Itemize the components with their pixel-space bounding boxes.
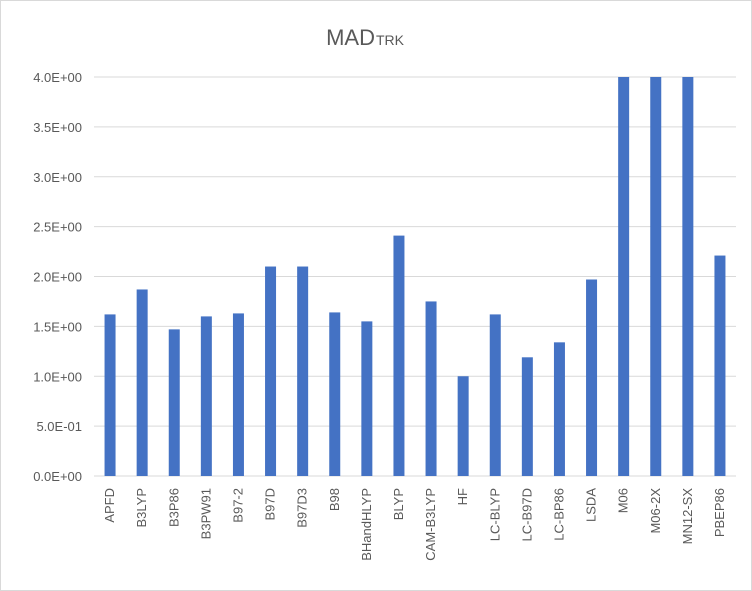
bar-lc-bp86 xyxy=(553,342,565,476)
bar-pbep86 xyxy=(714,255,726,476)
x-tick-label: MN12-SX xyxy=(680,488,695,545)
x-tick-label: BLYP xyxy=(391,488,406,520)
y-axis-ticks: 0.0E+00 5.0E-01 1.0E+00 1.5E+00 2.0E+00 2.5E+… xyxy=(33,70,82,484)
x-tick-label: BHandHLYP xyxy=(359,488,374,561)
y-tick-label: 2.5E+00 xyxy=(33,220,82,235)
y-tick-label: 4.0E+00 xyxy=(33,70,82,85)
x-tick-label: B97-2 xyxy=(230,488,245,523)
x-tick-label: LC-B97D xyxy=(519,488,534,541)
x-tick-label: B97D xyxy=(263,488,278,521)
x-tick-label: M06-2X xyxy=(648,488,663,534)
gridlines xyxy=(94,76,736,477)
bar-lc-blyp xyxy=(489,314,501,476)
x-tick-label: PBEP86 xyxy=(712,488,727,537)
bar-bhandhlyp xyxy=(361,321,373,476)
bar-lc-b97d xyxy=(521,357,533,476)
x-tick-label: CAM-B3LYP xyxy=(423,488,438,561)
y-tick-label: 1.5E+00 xyxy=(33,319,82,334)
bar-cam-b3lyp xyxy=(425,301,437,476)
bar-b97d3 xyxy=(297,266,309,476)
x-tick-label: B3PW91 xyxy=(198,488,213,539)
x-tick-label: M06 xyxy=(616,488,631,513)
bar-apfd xyxy=(104,314,116,476)
y-tick-label: 2.0E+00 xyxy=(33,270,82,285)
bar-lsda xyxy=(586,279,598,476)
x-tick-label: HF xyxy=(455,488,470,505)
chart-title-subscript: TRK xyxy=(376,32,405,48)
y-tick-label: 1.0E+00 xyxy=(33,369,82,384)
bar-mn12-sx xyxy=(682,77,694,476)
bar-hf xyxy=(457,376,469,476)
bar-b3p86 xyxy=(168,329,180,476)
x-tick-label: B97D3 xyxy=(295,488,310,528)
x-tick-label: B3LYP xyxy=(134,488,149,528)
x-tick-label: B3P86 xyxy=(166,488,181,527)
x-tick-label: LSDA xyxy=(584,488,599,522)
chart-title: MAD xyxy=(326,25,375,50)
bar-b97d xyxy=(265,266,277,476)
y-tick-label: 3.5E+00 xyxy=(33,120,82,135)
y-tick-label: 0.0E+00 xyxy=(33,469,82,484)
x-tick-label: APFD xyxy=(102,488,117,523)
bars xyxy=(104,77,726,476)
bar-b97-2 xyxy=(232,313,244,476)
bar-b3pw91 xyxy=(200,316,212,476)
x-tick-label: B98 xyxy=(327,488,342,511)
x-axis-labels: APFD B3LYP B3P86 B3PW91 B97-2 B97D B97D3 B98 BHa… xyxy=(102,488,727,561)
bar-b98 xyxy=(329,312,341,476)
x-tick-label: LC-BP86 xyxy=(551,488,566,541)
y-tick-label: 3.0E+00 xyxy=(33,170,82,185)
bar-blyp xyxy=(393,235,405,476)
y-tick-label: 5.0E-01 xyxy=(36,419,82,434)
bar-m06-2x xyxy=(650,77,662,476)
x-tick-label: LC-BLYP xyxy=(487,488,502,541)
bar-b3lyp xyxy=(136,289,148,476)
bar-m06 xyxy=(618,77,630,476)
